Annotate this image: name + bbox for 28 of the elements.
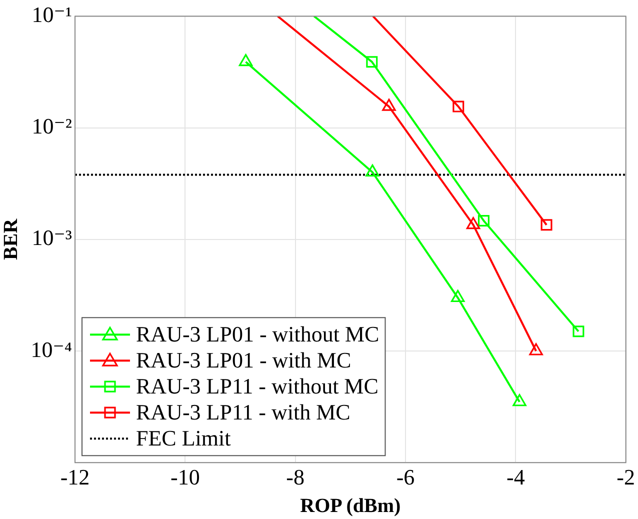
- point: [540, 219, 552, 231]
- point: [450, 290, 465, 302]
- x-tick-label: -2: [616, 464, 635, 490]
- y-tick-label: 10⁻³: [32, 225, 72, 250]
- legend-label: RAU-3 LP01 - without MC: [136, 321, 380, 346]
- point: [512, 394, 526, 406]
- y-tick-label: 10⁻¹: [32, 2, 72, 27]
- point: [452, 100, 464, 112]
- x-axis-title: ROP (dBm): [300, 495, 401, 518]
- point: [529, 343, 543, 356]
- x-tick-label: -6: [396, 464, 415, 490]
- point: [382, 98, 396, 111]
- y-tick-label: 10⁻⁴: [30, 336, 72, 362]
- point: [366, 56, 378, 68]
- y-tick-label: 10⁻²: [32, 114, 72, 139]
- x-tick-label: -12: [60, 464, 90, 490]
- x-tick-label: -8: [286, 464, 304, 490]
- x-tick-label: -4: [506, 464, 525, 490]
- y-axis-title: BER: [0, 218, 22, 260]
- legend-label: RAU-3 LP11 - with MC: [136, 399, 350, 424]
- x-tick-label: -10: [170, 464, 200, 490]
- legend-label: FEC Limit: [136, 425, 231, 450]
- point: [238, 54, 253, 66]
- point: [366, 164, 380, 177]
- legend-label: RAU-3 LP01 - with MC: [136, 347, 352, 372]
- legend-label: RAU-3 LP11 - without MC: [136, 373, 378, 398]
- point: [478, 214, 490, 226]
- point: [466, 217, 480, 230]
